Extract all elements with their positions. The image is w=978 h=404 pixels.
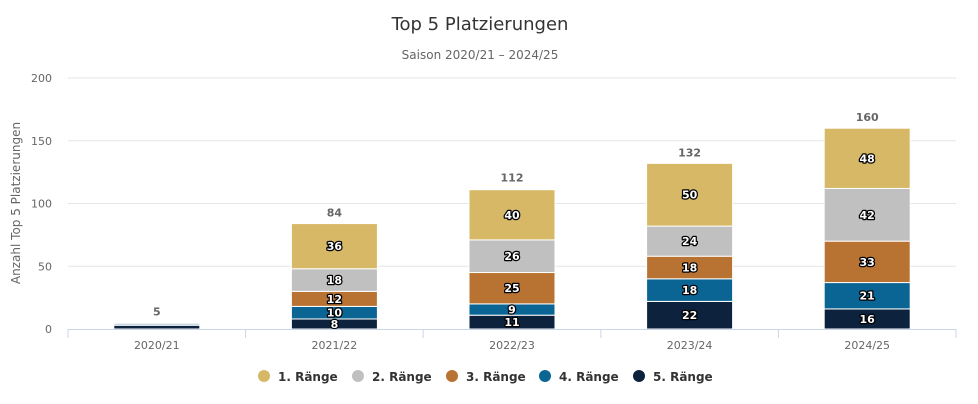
legend: 1. Ränge 2. Ränge 3. Ränge 4. Ränge 5. Ränge: [258, 370, 713, 384]
stack-total-label: 160: [856, 111, 879, 124]
y-axis-label: Anzahl Top 5 Platzierungen: [9, 122, 23, 284]
data-label: 26: [504, 250, 520, 263]
data-label: 18: [682, 262, 697, 275]
legend-marker: [539, 370, 551, 382]
stack-total-label: 5: [153, 306, 161, 319]
y-tick-label: 200: [31, 72, 52, 85]
legend-item[interactable]: 4. Ränge: [539, 370, 619, 384]
stack-total-label: 112: [501, 171, 524, 184]
chart-title: Top 5 Platzierungen: [391, 14, 569, 35]
bars: [113, 127, 911, 330]
y-tick-label: 150: [31, 135, 52, 148]
data-label: 40: [504, 209, 520, 222]
legend-item[interactable]: 3. Ränge: [446, 370, 526, 384]
bar-segment[interactable]: [823, 127, 911, 189]
legend-marker: [446, 370, 458, 382]
chart-subtitle: Saison 2020/21 – 2024/25: [402, 48, 559, 62]
legend-label: 3. Ränge: [466, 370, 526, 384]
y-tick-label: 100: [31, 198, 52, 211]
legend-item[interactable]: 1. Ränge: [258, 370, 338, 384]
legend-label: 4. Ränge: [559, 370, 619, 384]
x-tick-label: 2022/23: [489, 339, 535, 352]
x-tick-label: 2021/22: [312, 339, 358, 352]
legend-item[interactable]: 2. Ränge: [352, 370, 432, 384]
legend-marker: [633, 370, 645, 382]
data-label: 48: [860, 152, 875, 165]
data-label: 18: [327, 274, 342, 287]
bar-segment[interactable]: [468, 189, 556, 241]
legend-item[interactable]: 5. Ränge: [633, 370, 713, 384]
bar-segment[interactable]: [823, 240, 911, 284]
bar-segment[interactable]: [113, 322, 201, 325]
legend-marker: [258, 370, 270, 382]
data-label: 42: [860, 209, 875, 222]
data-label: 24: [682, 235, 698, 248]
x-tick-label: 2023/24: [667, 339, 713, 352]
legend-marker: [352, 370, 364, 382]
data-label: 25: [504, 282, 519, 295]
bar-segment[interactable]: [646, 162, 734, 227]
data-label: 33: [860, 256, 875, 269]
stack-total-label: 84: [327, 207, 343, 220]
bar-segment[interactable]: [646, 300, 734, 330]
bar-segment[interactable]: [646, 225, 734, 257]
legend-label: 2. Ränge: [372, 370, 432, 384]
data-label: 16: [860, 313, 876, 326]
y-tick-label: 50: [38, 260, 52, 273]
data-label: 18: [682, 284, 697, 297]
data-label: 10: [327, 307, 343, 320]
bar-segment[interactable]: [290, 223, 378, 270]
data-label: 9: [508, 304, 516, 317]
stack-total-label: 132: [678, 146, 701, 159]
y-tick-label: 0: [45, 323, 52, 336]
data-label: 11: [504, 316, 519, 329]
data-label: 22: [682, 309, 697, 322]
legend-label: 1. Ränge: [278, 370, 338, 384]
bar-segment[interactable]: [113, 324, 201, 330]
bar-segment[interactable]: [468, 272, 556, 305]
x-tick-label: 2024/25: [844, 339, 890, 352]
axes: 0 50 100 150 200 2020/21 2021/22 2022/23 2023/24…: [31, 72, 957, 352]
x-tick-label: 2020/21: [134, 339, 180, 352]
data-label: 21: [860, 290, 875, 303]
data-label: 8: [331, 318, 339, 331]
legend-label: 5. Ränge: [653, 370, 713, 384]
data-label: 50: [682, 189, 698, 202]
bar-segment[interactable]: [823, 187, 911, 242]
data-label: 36: [327, 240, 343, 253]
data-label: 12: [327, 293, 342, 306]
